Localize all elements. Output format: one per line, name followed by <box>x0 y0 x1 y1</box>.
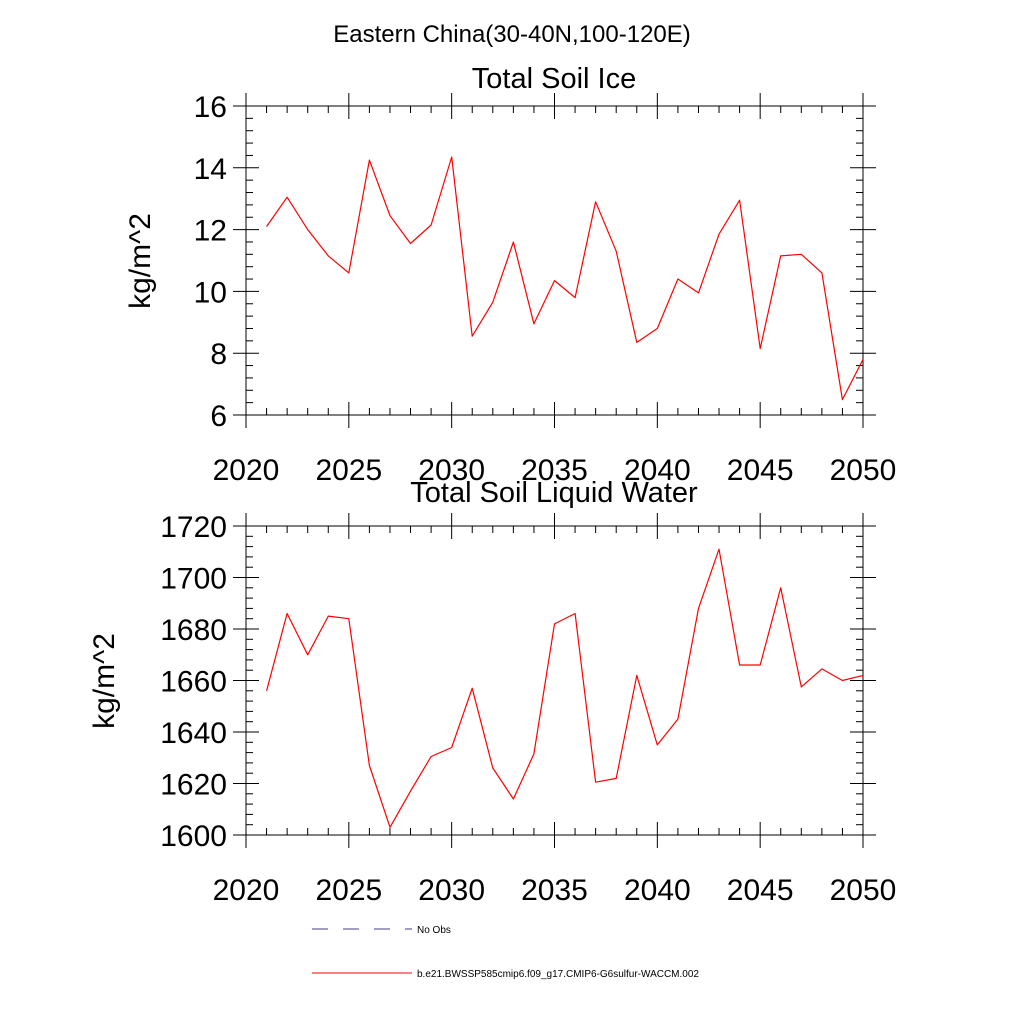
y-tick-label: 12 <box>194 215 227 248</box>
series-line <box>266 548 864 828</box>
y-tick-label: 1600 <box>160 820 227 853</box>
x-tick-label: 2035 <box>521 874 588 907</box>
y-tick-label: 8 <box>210 338 227 371</box>
x-tick-label: 2025 <box>315 454 382 487</box>
legend-label: No Obs <box>417 925 451 936</box>
panel-total-soil-ice: Total Soil Ice kg/m^2 2020 2025 2030 2035 20… <box>124 63 896 487</box>
x-tick-label: 2040 <box>624 454 691 487</box>
y-tick-label: 1700 <box>160 563 227 596</box>
x-tick-label: 2030 <box>418 454 485 487</box>
y-tick-label: 1680 <box>160 614 227 647</box>
panel-title: Total Soil Ice <box>472 63 636 95</box>
x-tick-label: 2045 <box>727 874 794 907</box>
y-axis-label: kg/m^2 <box>88 633 121 729</box>
plot-area: 2020 2025 2030 2035 2040 2045 2050 1600 1620 1640… <box>160 511 896 907</box>
panel-total-soil-liquid-water: Total Soil Liquid Water kg/m^2 2020 2025 2… <box>88 477 896 907</box>
figure-title: Eastern China(30-40N,100-120E) <box>333 21 691 48</box>
x-tick-label: 2050 <box>830 454 897 487</box>
x-tick-label: 2020 <box>213 874 280 907</box>
legend-entry: b.e21.BWSSP585cmip6.f09_g17.CMIP6-G6sulf… <box>312 969 699 980</box>
legend-label: b.e21.BWSSP585cmip6.f09_g17.CMIP6-G6sulf… <box>417 969 699 980</box>
y-tick-label: 16 <box>194 91 227 124</box>
y-tick-label: 1620 <box>160 769 227 802</box>
y-tick-label: 1640 <box>160 717 227 750</box>
y-tick-label: 14 <box>194 153 227 186</box>
plot-area: 2020 2025 2030 2035 2040 2045 2050 6 8 10 12 14 16 <box>194 91 897 487</box>
series-line <box>266 156 864 401</box>
x-tick-label: 2040 <box>624 874 691 907</box>
y-axis-label: kg/m^2 <box>124 213 157 309</box>
legend-entry: No Obs <box>312 925 451 936</box>
y-tick-label: 6 <box>210 400 227 433</box>
plot-frame <box>245 525 864 836</box>
y-tick-label: 1720 <box>160 511 227 544</box>
x-tick-label: 2035 <box>521 454 588 487</box>
x-tick-label: 2050 <box>830 874 897 907</box>
x-tick-label: 2020 <box>213 454 280 487</box>
x-tick-label: 2030 <box>418 874 485 907</box>
plot-frame <box>245 105 864 416</box>
legend: No Obs b.e21.BWSSP585cmip6.f09_g17.CMIP6… <box>312 925 699 980</box>
panel-title: Total Soil Liquid Water <box>410 477 698 509</box>
y-tick-label: 10 <box>194 276 227 309</box>
x-tick-label: 2045 <box>727 454 794 487</box>
x-tick-label: 2025 <box>315 874 382 907</box>
y-tick-label: 1660 <box>160 666 227 699</box>
